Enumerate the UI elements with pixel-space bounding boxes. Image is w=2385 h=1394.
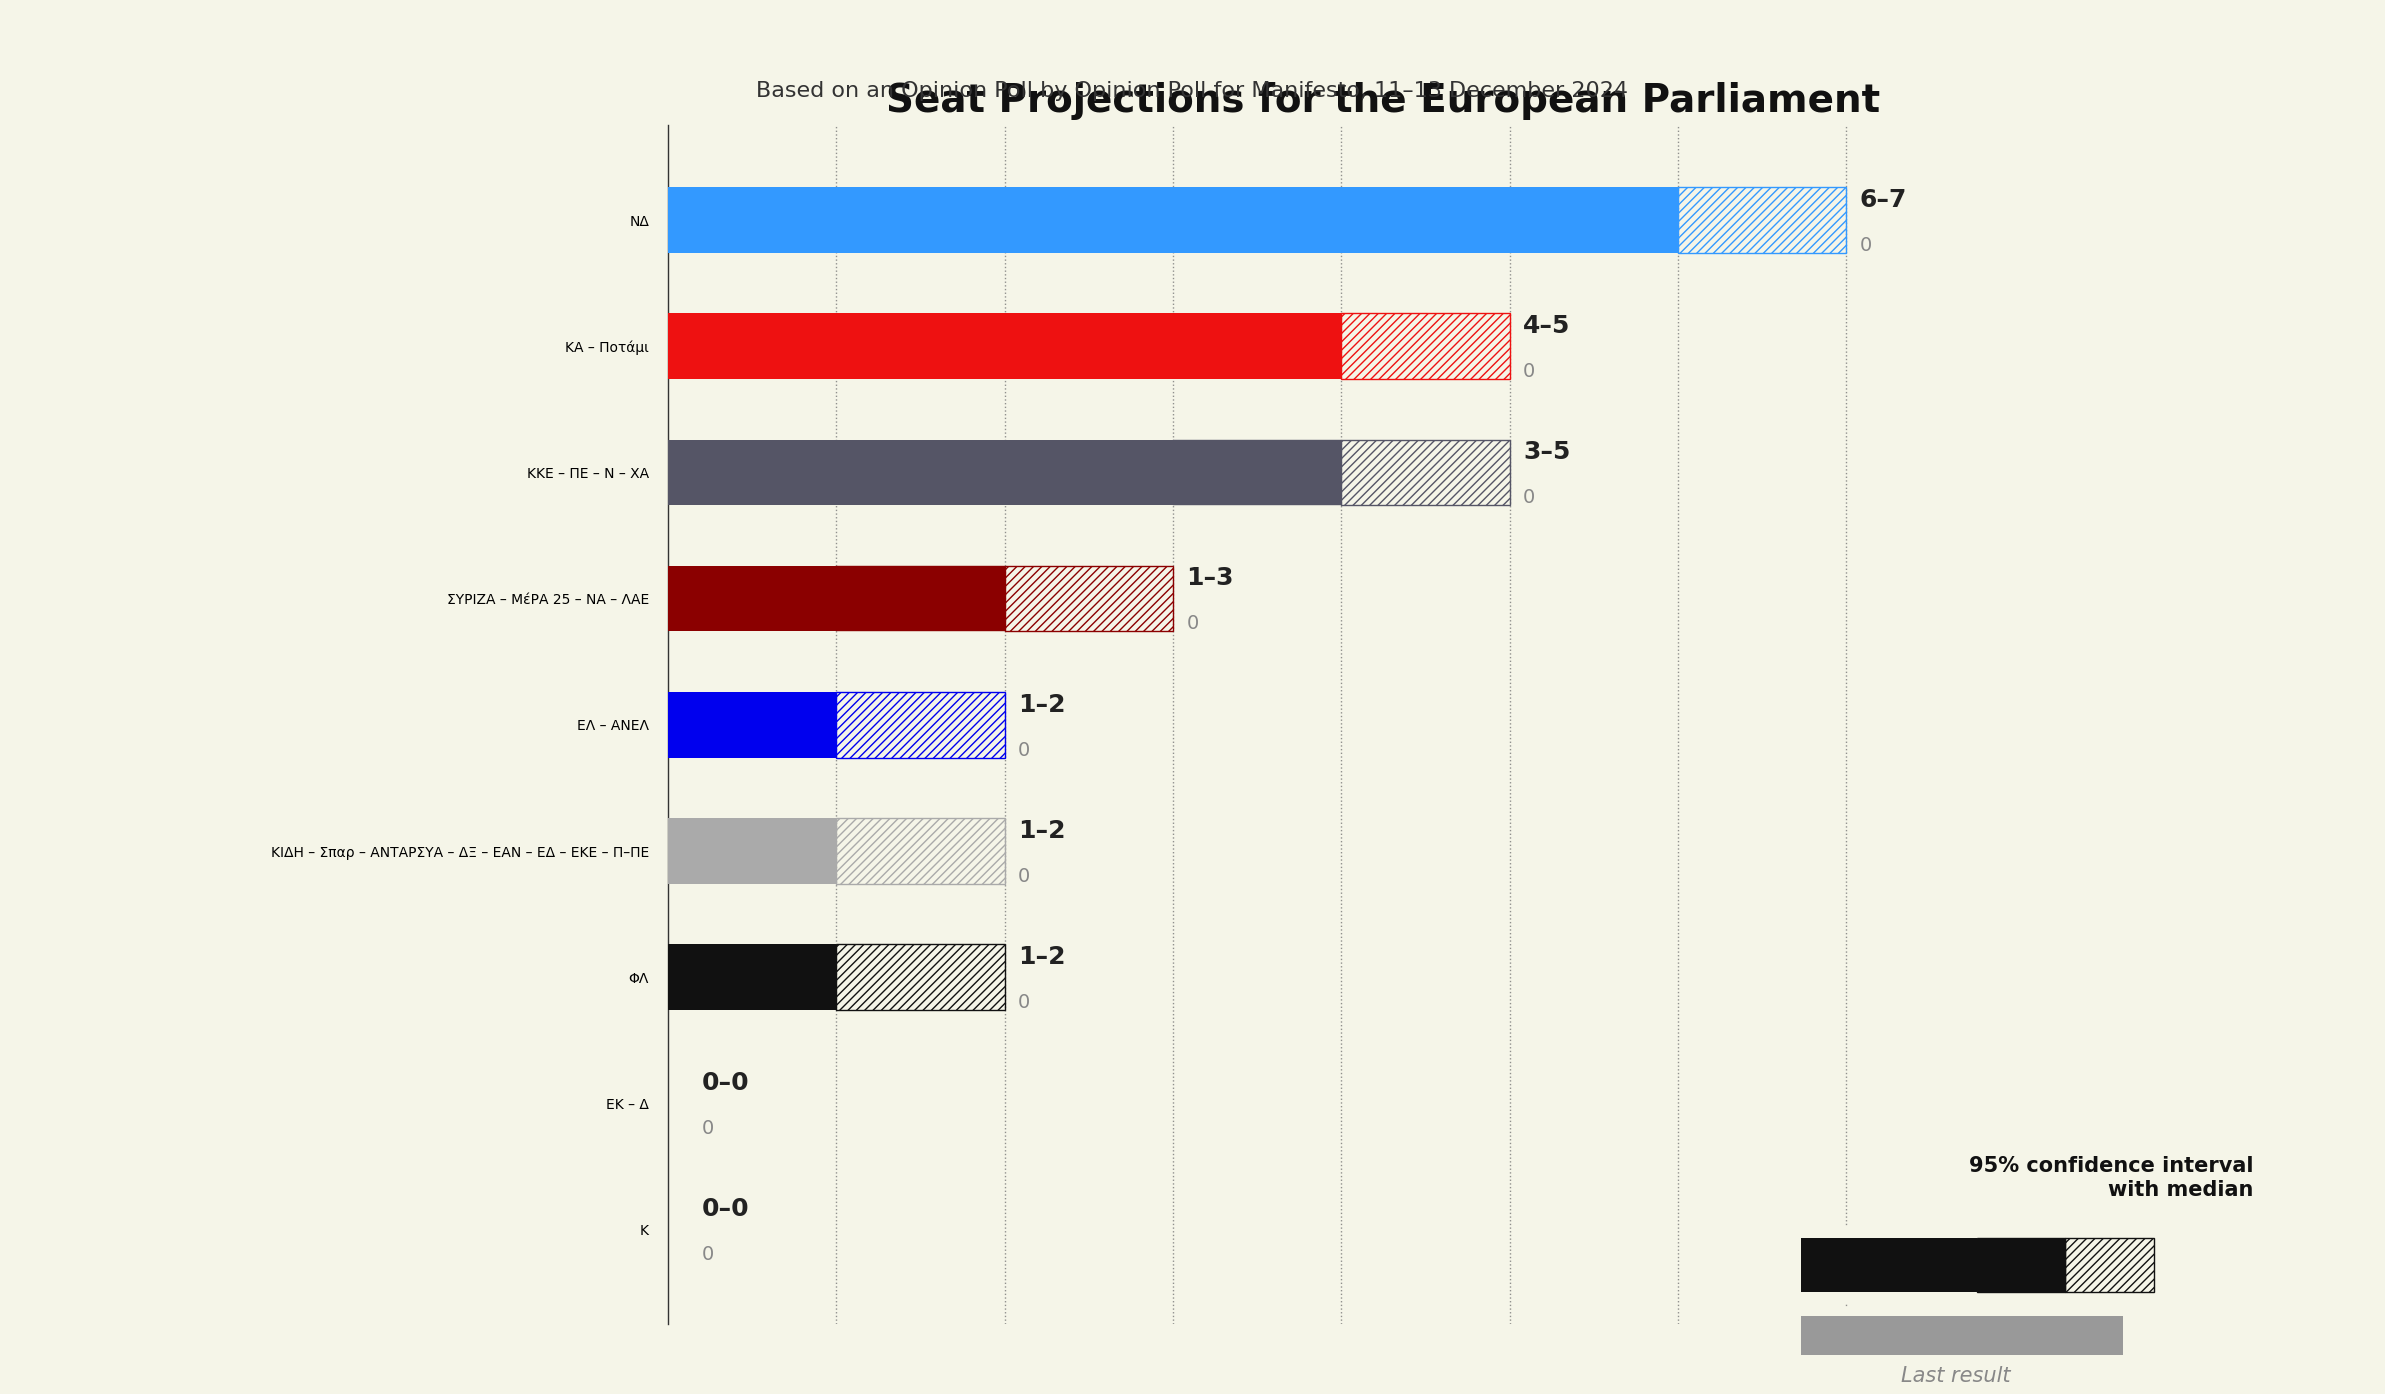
Bar	[837, 945, 1004, 1011]
Bar	[837, 818, 1004, 884]
Text: 0: 0	[701, 1245, 713, 1264]
Text: 0: 0	[1524, 362, 1536, 381]
Text: 0–0: 0–0	[701, 1071, 749, 1096]
Text: 1–2: 1–2	[1018, 693, 1066, 717]
Bar	[1801, 1316, 2123, 1355]
Bar	[1173, 439, 1340, 505]
Text: 4–5: 4–5	[1524, 314, 1569, 339]
Bar	[668, 314, 1340, 379]
Bar	[1801, 1238, 1977, 1292]
Text: Last result: Last result	[1901, 1366, 2011, 1386]
Text: 0: 0	[1018, 867, 1030, 885]
Bar	[1679, 187, 1846, 252]
Title: Seat Projections for the European Parliament: Seat Projections for the European Parlia…	[887, 82, 1879, 120]
Text: 0: 0	[1524, 488, 1536, 507]
Bar	[837, 566, 1004, 631]
Bar	[1004, 566, 1173, 631]
Text: 95% confidence interval
with median: 95% confidence interval with median	[1970, 1157, 2254, 1199]
Text: 3–5: 3–5	[1524, 441, 1569, 464]
Text: 0: 0	[1185, 615, 1200, 633]
Bar	[2065, 1238, 2154, 1292]
Bar	[668, 691, 837, 758]
Bar	[1977, 1238, 2065, 1292]
Bar	[1340, 439, 1510, 505]
Bar	[668, 187, 1679, 252]
Text: 0: 0	[1018, 740, 1030, 760]
Bar	[837, 691, 1004, 758]
Text: 0–0: 0–0	[701, 1197, 749, 1221]
Text: 1–2: 1–2	[1018, 818, 1066, 843]
Text: 0: 0	[701, 1119, 713, 1138]
Text: 0: 0	[1018, 993, 1030, 1012]
Text: Based on an Opinion Poll by Opinion Poll for Manifesto, 11–13 December 2024: Based on an Opinion Poll by Opinion Poll…	[756, 81, 1629, 100]
Bar	[668, 818, 837, 884]
Bar	[668, 439, 1173, 505]
Text: 1–2: 1–2	[1018, 945, 1066, 969]
Bar	[1340, 314, 1510, 379]
Text: 0: 0	[1860, 236, 1872, 255]
Bar	[668, 566, 837, 631]
Bar	[668, 945, 837, 1011]
Text: 1–3: 1–3	[1185, 566, 1233, 591]
Text: 6–7: 6–7	[1860, 188, 1908, 212]
